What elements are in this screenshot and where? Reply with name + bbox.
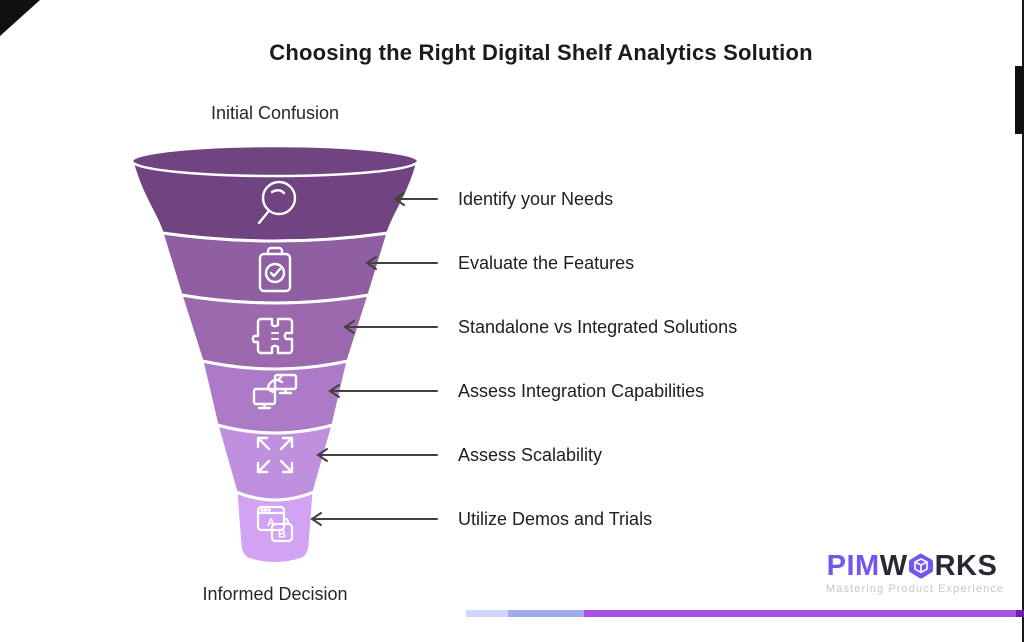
pimworks-logo: PIM W RKS Mastering Product Experience [826, 550, 1005, 595]
right-edge-bar-decoration [1015, 66, 1024, 134]
arrow-stage-1 [393, 192, 438, 206]
funnel-segments [129, 144, 421, 565]
arrow-stage-3 [343, 320, 438, 334]
stage-label-1: Identify your Needs [458, 189, 614, 209]
clipboard-check-icon [258, 246, 292, 293]
footer-bar-segment-3 [584, 610, 1016, 617]
stage-label-5: Assess Scalability [458, 445, 603, 465]
stage-label-4: Assess Integration Capabilities [458, 381, 705, 401]
arrow-stage-5 [316, 448, 438, 462]
logo-tagline: Mastering Product Experience [826, 583, 1005, 595]
magnifier-icon [257, 180, 297, 225]
ab-test-icon: A B [256, 505, 294, 543]
ab-icon-letter-b: B [278, 529, 286, 541]
corner-triangle-decoration [0, 0, 40, 36]
ab-icon-letter-a: A [267, 517, 275, 529]
logo-text-pim: PIM [826, 550, 880, 582]
logo-cube-hexagon-icon [909, 553, 934, 579]
footer-bar-segment-2 [508, 610, 584, 617]
footer-bar-segment-1 [466, 610, 508, 617]
stage-label-3: Standalone vs Integrated Solutions [458, 317, 738, 337]
funnel-segment-5 [214, 422, 336, 502]
device-sync-icon [252, 373, 298, 410]
footer-bar-segment-4 [1016, 610, 1024, 617]
funnel-segment-6 [234, 489, 316, 565]
page-title: Choosing the Right Digital Shelf Analyti… [269, 40, 813, 65]
funnel-bottom-label: Informed Decision [202, 584, 348, 604]
expand-arrows-icon [256, 436, 294, 474]
funnel-segment-2 [159, 231, 391, 305]
logo-text-w: W [879, 550, 908, 582]
stage-label-6: Utilize Demos and Trials [458, 509, 653, 529]
stage-label-2: Evaluate the Features [458, 253, 635, 273]
arrow-stage-2 [365, 256, 438, 270]
puzzle-icon [251, 317, 294, 355]
funnel-rim [130, 144, 420, 178]
funnel-top-label: Initial Confusion [210, 103, 340, 123]
right-edge-line-decoration [1022, 0, 1024, 642]
connector-arrows [310, 192, 438, 526]
arrow-stage-6 [310, 512, 438, 526]
logo-text-rks: RKS [934, 550, 998, 582]
arrow-stage-4 [328, 384, 438, 398]
